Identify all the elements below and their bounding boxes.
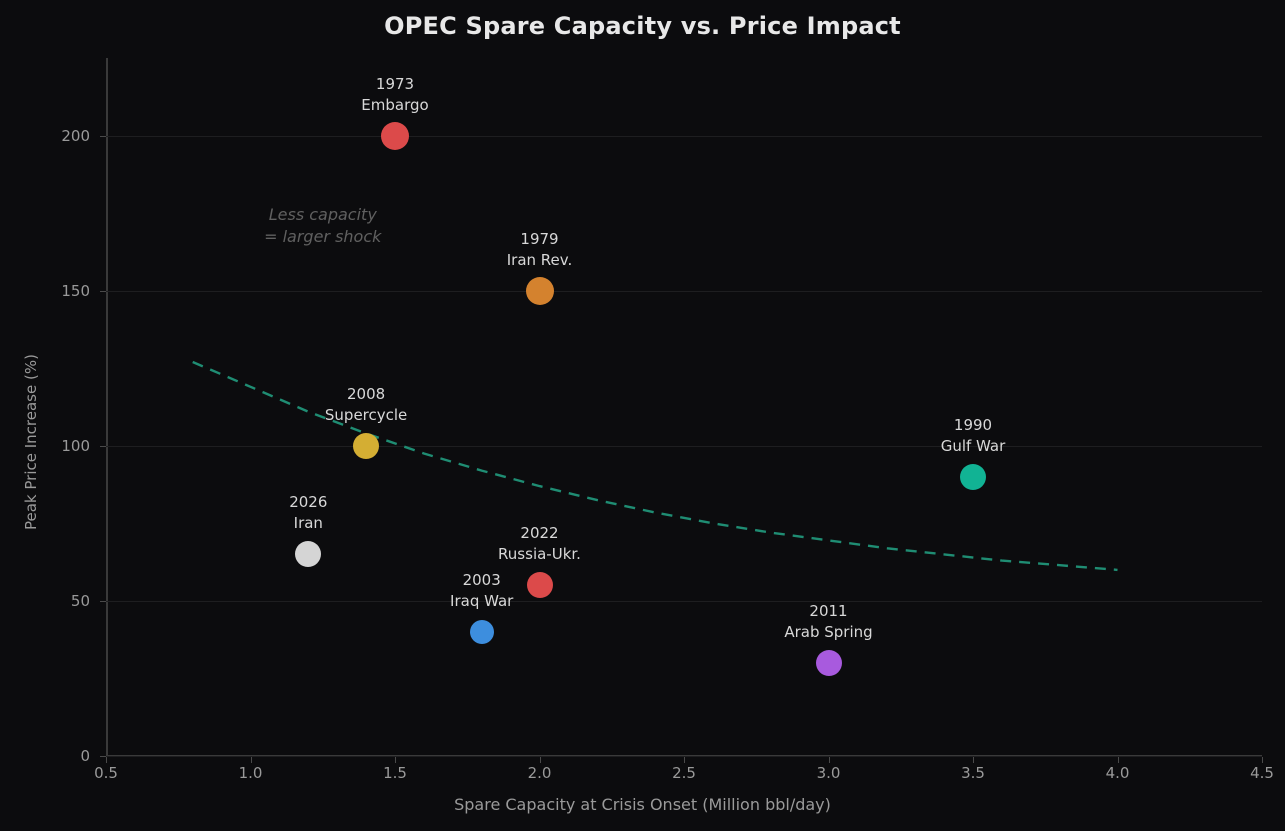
x-tick-label: 3.0 [816,764,841,782]
x-tick-mark [539,757,541,763]
point-label-event: Russia-Ukr. [498,545,581,564]
point-label: 2022 Russia-Ukr. [498,523,581,565]
y-tick-mark [100,290,106,292]
x-tick-mark [684,757,685,763]
gridline-y [106,445,1262,447]
y-tick-mark [100,600,106,602]
x-tick-mark [1117,757,1119,763]
scatter-point[interactable] [381,121,409,150]
plot-area [106,58,1262,757]
point-label-event: Iraq War [450,591,514,610]
x-tick-mark [395,757,396,763]
scatter-point[interactable] [525,276,554,305]
x-axis-label: Spare Capacity at Crisis Onset (Million … [454,795,831,814]
x-tick-mark [828,757,830,763]
point-label-year: 2008 [346,384,386,403]
y-tick-label: 0 [80,747,90,765]
chart-title: OPEC Spare Capacity vs. Price Impact [384,12,901,40]
scatter-point[interactable] [295,541,322,568]
point-label: 1990 Gulf War [941,415,1006,457]
x-tick-mark [106,757,107,763]
scatter-point[interactable] [960,463,986,490]
point-label: 2011 Arab Spring [784,601,872,643]
y-tick-label: 200 [61,126,90,145]
point-label-year: 2003 [462,570,501,589]
point-label: 1979 Iran Rev. [507,229,573,271]
gridline-y [106,290,1262,292]
annotation-line-1: Less capacity [268,204,377,224]
point-label-year: 2026 [289,493,328,512]
y-tick-label: 50 [70,591,90,610]
less-capacity-note: Less capacity = larger shock [264,204,381,248]
y-tick-label: 100 [61,436,90,455]
x-tick-label: 2.0 [527,764,552,782]
point-label-year: 1990 [953,415,993,434]
point-label: 1973 Embargo [361,74,428,116]
x-tick-mark [1262,757,1263,763]
gridline-y [106,756,1262,757]
x-tick-label: 0.5 [94,764,118,782]
point-label-event: Supercycle [324,405,408,424]
gridline-y [106,600,1262,602]
y-tick-mark [100,445,106,447]
gridline-y [106,135,1262,137]
y-tick-mark [100,135,106,137]
y-tick-label: 150 [61,281,90,300]
scatter-point[interactable] [526,572,553,599]
x-tick-label: 1.0 [238,764,263,782]
point-label-year: 1973 [375,74,415,93]
scatter-point[interactable] [469,619,494,644]
y-axis-spine [106,58,108,756]
scatter-point[interactable] [353,432,380,459]
x-tick-label: 3.5 [961,764,985,782]
annotation-line-2: = larger shock [264,226,382,246]
x-tick-label: 4.5 [1250,764,1274,782]
point-label-event: Iran [293,514,323,533]
point-label-year: 2011 [809,601,848,620]
point-label-year: 2022 [520,524,559,543]
x-tick-label: 2.5 [672,764,696,782]
point-label: 2026 Iran [289,492,327,534]
point-label-event: Embargo [361,95,429,114]
point-label: 2008 Supercycle [325,384,407,426]
x-tick-label: 4.0 [1105,764,1130,782]
x-tick-mark [250,757,252,763]
point-label-event: Gulf War [940,436,1006,455]
point-label: 2003 Iraq War [450,570,513,612]
y-tick-mark [100,756,106,757]
point-label-event: Arab Spring [784,622,873,641]
point-label-event: Iran Rev. [506,250,573,269]
point-label-year: 1979 [520,229,559,248]
x-tick-label: 1.5 [383,764,407,782]
scatter-point[interactable] [815,649,842,676]
x-tick-mark [973,757,974,763]
